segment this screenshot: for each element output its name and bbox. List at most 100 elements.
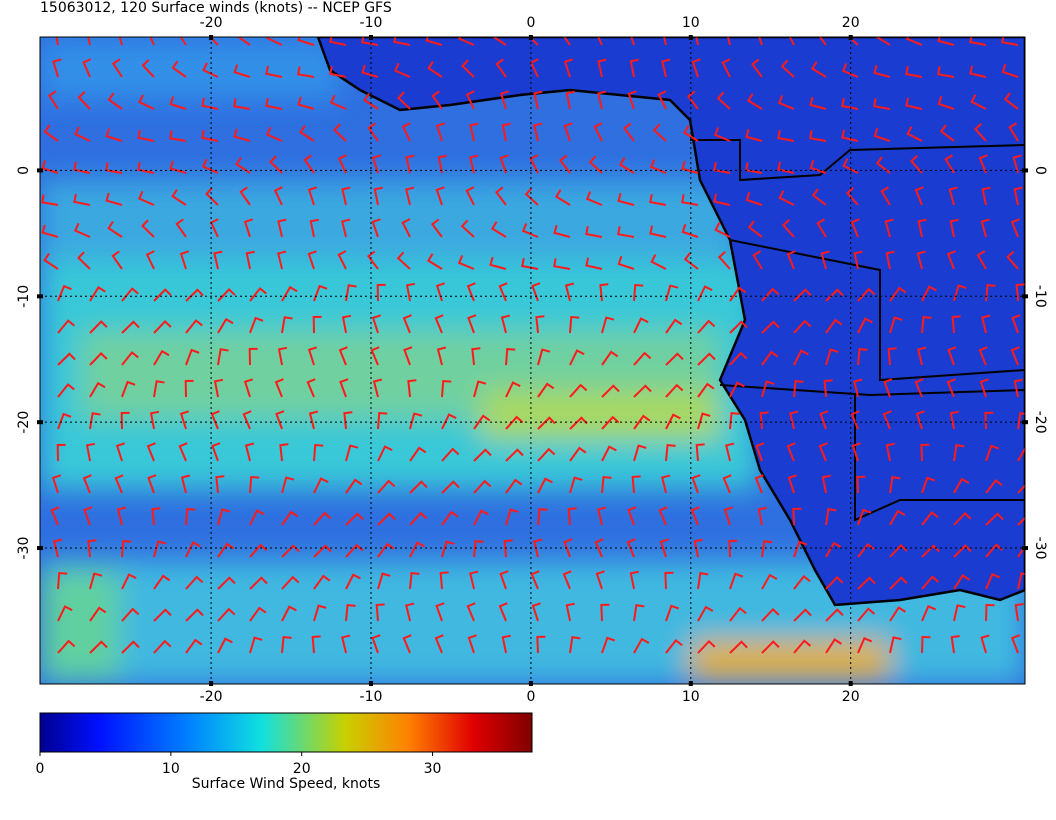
wind-barb: [89, 412, 101, 430]
wind-barb: [371, 314, 382, 334]
wind-barb: [889, 543, 908, 558]
wind-barb: [409, 446, 427, 462]
wind-barb: [811, 188, 827, 206]
wind-barb: [467, 634, 477, 654]
lat-tick-label: -20: [1032, 411, 1048, 434]
wind-barb: [873, 64, 891, 78]
wind-barb: [629, 570, 639, 590]
wind-barb: [180, 474, 191, 494]
wind-barb: [729, 381, 745, 398]
wind-barb: [345, 478, 363, 494]
wind-barb: [600, 603, 610, 622]
wind-barb: [307, 346, 318, 366]
wind-barb: [617, 256, 635, 270]
wind-barb: [505, 448, 524, 462]
wind-barb: [793, 608, 812, 622]
wind-barb: [810, 61, 827, 78]
wind-barb: [729, 606, 747, 622]
wind-barb: [729, 286, 747, 302]
wind-barb: [435, 122, 446, 142]
wind-barb: [618, 157, 635, 174]
wind-barb: [697, 639, 716, 654]
wind-barb: [633, 351, 652, 366]
wind-barb: [761, 607, 780, 622]
wind-barb: [397, 91, 411, 110]
wind-barb: [377, 445, 393, 462]
wind-barb: [245, 250, 255, 270]
wind-barb: [211, 442, 221, 462]
wind-barb: [499, 90, 510, 110]
wind-barb: [1013, 378, 1023, 398]
wind-barb: [1001, 64, 1019, 78]
wind-barb: [818, 37, 827, 46]
wind-barb: [853, 378, 863, 398]
wind-barb: [820, 250, 830, 270]
wind-barb: [825, 608, 844, 622]
wind-barb: [681, 160, 699, 174]
wind-barb: [339, 378, 349, 398]
lat-tick-label: -30: [16, 537, 32, 560]
wind-barb: [281, 575, 300, 590]
wind-barb: [185, 348, 200, 366]
wind-barb: [889, 636, 902, 654]
wind-barb: [308, 410, 319, 430]
wind-barb: [501, 122, 511, 142]
wind-barb: [431, 90, 443, 110]
wind-barb: [601, 415, 620, 430]
wind-barb: [825, 575, 844, 590]
wind-barb: [985, 603, 995, 622]
wind-barb: [341, 634, 351, 654]
wind-barb: [405, 186, 415, 206]
wind-barb: [697, 382, 715, 398]
wind-barb: [725, 442, 735, 462]
wind-barb: [345, 512, 364, 526]
wind-barb: [345, 284, 357, 302]
wind-barb: [717, 251, 731, 270]
wind-barb: [825, 541, 842, 558]
wind-barb: [530, 570, 540, 590]
wind-barb: [77, 91, 91, 110]
wind-barb: [533, 538, 543, 558]
wind-barb: [249, 543, 268, 558]
wind-barb: [985, 478, 1003, 494]
wind-barb: [77, 251, 91, 270]
wind-barb: [777, 95, 795, 110]
wind-barb: [563, 58, 574, 78]
wind-barb: [405, 282, 416, 302]
wind-barb: [345, 444, 359, 462]
wind-barb: [153, 320, 172, 334]
wind-barb: [51, 474, 62, 494]
wind-barb: [85, 442, 96, 462]
wind-barb: [665, 413, 681, 430]
wind-barb: [921, 544, 940, 558]
wind-barb: [665, 383, 684, 398]
wind-barb: [789, 410, 799, 430]
wind-barb: [431, 218, 443, 238]
wind-barb: [153, 540, 167, 558]
wind-barb: [946, 378, 956, 398]
colorbar: [39, 712, 533, 753]
wind-barb: [661, 58, 671, 78]
wind-barb: [917, 346, 927, 366]
wind-barb: [185, 608, 204, 622]
wind-barb: [306, 378, 316, 398]
wind-barb: [345, 543, 364, 558]
wind-barb: [953, 477, 970, 494]
wind-barb: [759, 411, 769, 430]
wind-barb: [747, 220, 763, 238]
wind-barb: [41, 194, 59, 206]
wind-barb: [107, 220, 123, 238]
wind-barb: [74, 222, 91, 238]
wind-barb: [185, 319, 203, 334]
wind-barb: [57, 383, 75, 398]
wind-barb: [601, 636, 616, 654]
wind-barb: [562, 570, 572, 590]
wind-barb: [884, 218, 894, 238]
wind-barb: [777, 129, 795, 142]
wind-barb: [249, 287, 267, 302]
wind-barb: [179, 37, 187, 46]
wind-barb: [333, 123, 347, 142]
wind-barb: [665, 443, 676, 462]
lon-tick-label: -20: [200, 689, 223, 705]
wind-barb: [882, 410, 892, 430]
